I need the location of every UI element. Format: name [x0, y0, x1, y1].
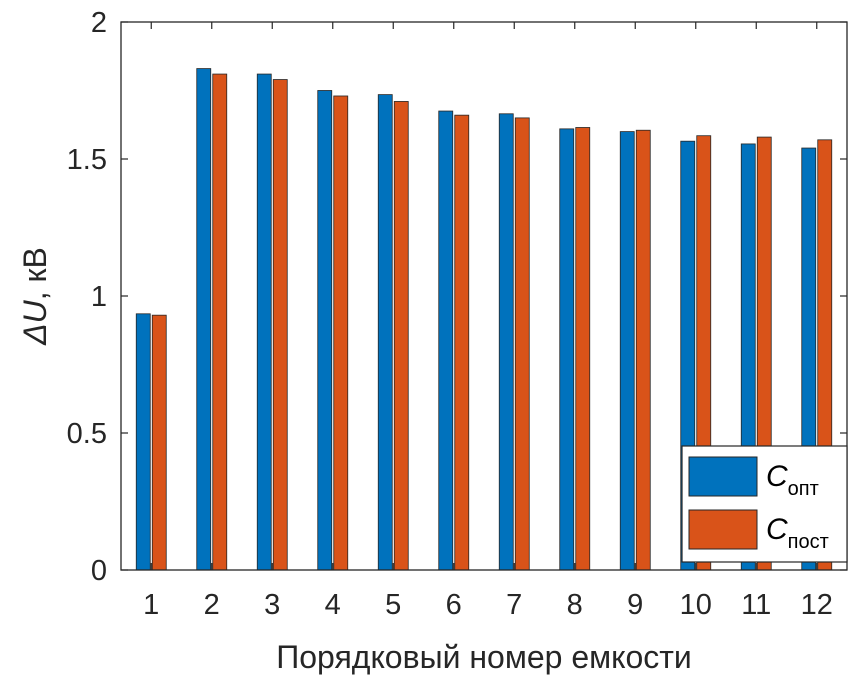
legend-label-series-1-sub: опт: [788, 478, 819, 500]
legend: Cопт Cпост: [681, 445, 848, 563]
bar-series-2-cat-1: [151, 314, 167, 571]
y-axis-label-symbol: ΔU: [17, 299, 53, 345]
x-tick-label-9: 9: [627, 589, 643, 621]
bar-series-1-cat-7: [498, 113, 514, 571]
x-tick-label-3: 3: [264, 589, 280, 621]
bar-series-1-cat-8: [559, 128, 575, 571]
bar-series-2-cat-4: [333, 95, 349, 571]
x-tick-label-5: 5: [385, 589, 401, 621]
x-tick-label-12: 12: [801, 589, 833, 621]
x-tick-label-10: 10: [680, 589, 712, 621]
bar-series-2-cat-8: [575, 127, 591, 571]
y-ticks-group: 0 0.5 1 1.5 2: [67, 7, 847, 587]
x-tick-label-7: 7: [506, 589, 522, 621]
legend-label-series-2-sub: пост: [788, 531, 829, 553]
legend-swatch-series-2: [688, 509, 758, 550]
x-tick-label-6: 6: [446, 589, 462, 621]
legend-label-series-1: Cопт: [766, 460, 819, 500]
x-tick-label-1: 1: [143, 589, 159, 621]
bar-series-1-cat-4: [317, 90, 333, 571]
bar-series-2-cat-7: [514, 117, 530, 571]
bar-series-2-cat-9: [635, 129, 651, 571]
x-ticks-group: 1 2 3 4 5 6 7 8 9 10 11 12: [143, 22, 833, 621]
bar-series-1-cat-2: [196, 68, 212, 571]
y-tick-label: 1.5: [67, 144, 107, 176]
bar-series-2-cat-3: [272, 79, 288, 571]
bar-series-1-cat-6: [438, 110, 454, 571]
y-tick-label: 2: [91, 7, 107, 39]
y-axis-label-unit: , кВ: [17, 247, 53, 300]
bar-series-1-cat-5: [377, 94, 393, 571]
x-tick-label-4: 4: [325, 589, 341, 621]
bar-series-1-cat-3: [256, 73, 272, 571]
y-tick-label: 1: [91, 281, 107, 313]
bar-series-2-cat-2: [212, 73, 228, 571]
y-tick-label: 0: [91, 555, 107, 587]
bar-series-2-cat-5: [393, 101, 409, 571]
bar-series-1-cat-1: [135, 313, 151, 571]
bar-series-2-cat-6: [454, 114, 470, 571]
y-axis-label: ΔU, кВ: [17, 247, 53, 346]
x-tick-label-8: 8: [567, 589, 583, 621]
x-axis-label: Порядковый номер емкости: [276, 639, 692, 675]
bar-series-1-cat-9: [619, 131, 635, 571]
y-tick-label: 0.5: [67, 418, 107, 450]
x-tick-label-2: 2: [204, 589, 220, 621]
legend-label-series-2: Cпост: [766, 513, 829, 553]
legend-swatch-series-1: [688, 456, 758, 497]
legend-label-series-2-main: C: [766, 513, 788, 546]
x-tick-label-11: 11: [741, 589, 771, 621]
legend-label-series-1-main: C: [766, 460, 788, 493]
